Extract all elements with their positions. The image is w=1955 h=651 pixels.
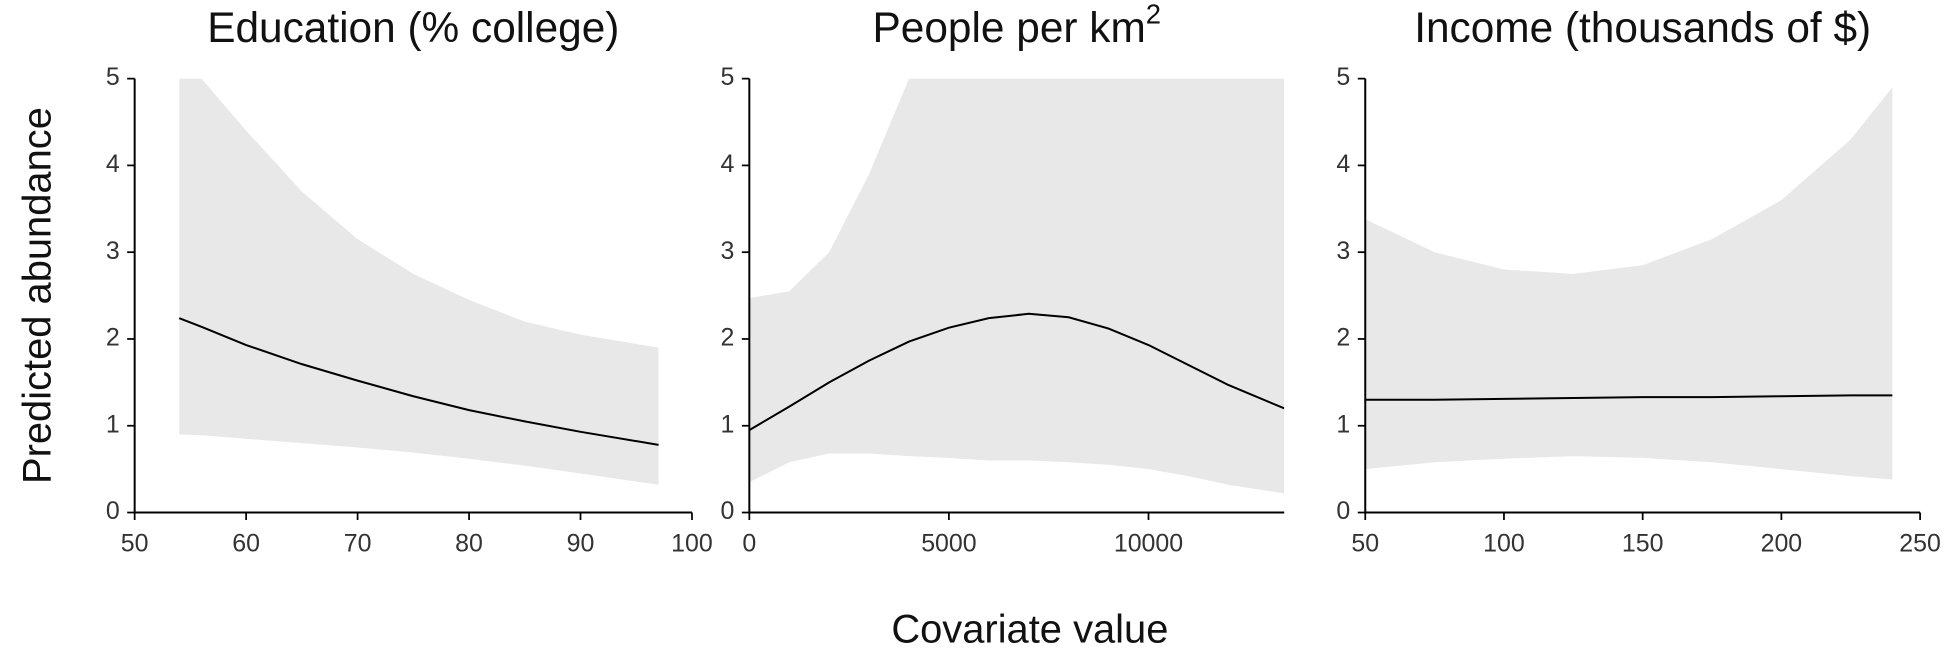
y-tick-label: 3 [1336,237,1350,265]
x-tick-label: 250 [1899,530,1941,558]
x-tick-label: 50 [121,530,149,558]
panel [178,78,659,485]
y-tick-label: 0 [720,497,734,525]
x-tick-label: 0 [742,530,756,558]
y-tick-label: 1 [1336,410,1350,438]
title-text: Education (% college) [207,4,619,51]
x-tick-label: 70 [344,530,372,558]
x-tick-label: 80 [455,530,483,558]
y-tick-label: 1 [720,410,734,438]
confidence-band [749,78,1285,494]
x-tick-label: 60 [232,530,260,558]
y-tick-label: 0 [1336,497,1350,525]
title-superscript: 2 [1146,0,1161,30]
title-text: Income (thousands of $) [1414,4,1871,51]
x-tick-label: 100 [1483,530,1525,558]
y-tick-label: 1 [106,410,120,438]
panel-title: Education (% college) [207,4,619,51]
y-tick-label: 2 [1336,324,1350,352]
confidence-band [179,78,659,485]
x-tick-label: 5000 [921,530,976,558]
panel-title: People per km2 [873,0,1161,51]
panel-title: Income (thousands of $) [1414,4,1871,51]
y-tick-label: 0 [106,497,120,525]
x-tick-label: 200 [1761,530,1803,558]
y-tick-label: 2 [106,324,120,352]
panel [749,78,1285,494]
y-tick-label: 3 [106,237,120,265]
y-axis-label: Predicted abundance [15,107,59,484]
y-tick-label: 4 [720,150,734,178]
prediction-line [178,317,659,446]
prediction-line [1365,394,1893,401]
x-axis-label: Covariate value [891,608,1168,651]
x-tick-label: 100 [671,530,713,558]
y-tick-label: 4 [1336,150,1350,178]
x-tick-label: 90 [567,530,595,558]
y-tick-label: 3 [720,237,734,265]
y-tick-label: 2 [720,324,734,352]
confidence-band [1365,87,1893,480]
y-tick-label: 5 [106,63,120,91]
y-tick-label: 5 [1336,63,1350,91]
x-tick-label: 150 [1622,530,1664,558]
y-tick-label: 5 [720,63,734,91]
x-tick-label: 50 [1351,530,1379,558]
prediction-line [749,312,1285,431]
panel [1365,87,1893,480]
x-tick-label: 10000 [1114,530,1183,558]
y-tick-label: 4 [106,150,120,178]
title-text: People per km [873,4,1146,51]
